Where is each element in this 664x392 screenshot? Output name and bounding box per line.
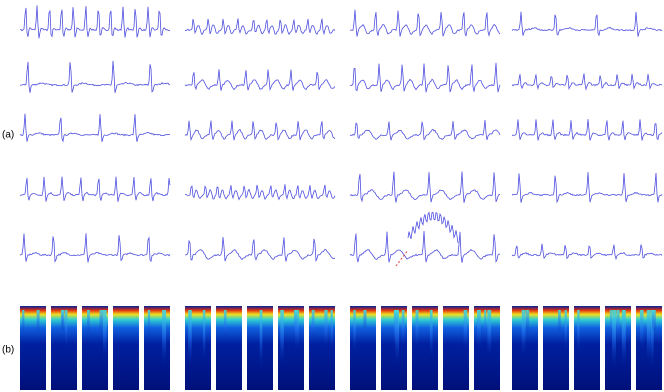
spectrogram-streak — [616, 310, 620, 343]
spectrogram-streak — [525, 310, 530, 333]
spectrogram-streak — [162, 310, 167, 366]
ecg-trace — [349, 171, 501, 203]
ecg-trace — [184, 69, 336, 91]
spectrogram-streak — [463, 310, 468, 352]
spectrogram — [113, 306, 139, 390]
spectrogram-streak — [324, 310, 328, 349]
spectrogram-streak — [147, 310, 151, 338]
spectrogram-streak — [487, 310, 492, 358]
spectrogram-streak — [223, 310, 227, 341]
ecg-trace — [19, 60, 171, 93]
spectrogram-streak — [415, 310, 419, 349]
spectrogram-streak — [612, 310, 616, 370]
ecg-trace — [184, 184, 336, 201]
panel-label: (b) — [2, 345, 14, 356]
spectrogram-streak — [259, 310, 263, 370]
spectrogram-streak — [61, 310, 65, 333]
ecg-trace — [20, 5, 171, 39]
panel-label: (a) — [2, 130, 14, 141]
spectrogram-streak — [621, 310, 626, 368]
spectrogram-streak — [652, 310, 656, 332]
ecg-trace — [511, 11, 663, 37]
spectrogram-streak — [394, 310, 399, 350]
ecg-trace — [349, 119, 501, 141]
spectrogram-streak — [330, 310, 333, 353]
ecg-trace — [19, 233, 171, 263]
ecg-trace — [349, 230, 501, 263]
spectrogram-streak — [102, 310, 107, 361]
spectrogram-streak — [564, 310, 567, 352]
spectrogram-streak — [280, 310, 284, 366]
zoom-inset — [407, 211, 459, 244]
spectrogram-streak — [36, 310, 40, 333]
spectrogram-streak — [558, 310, 561, 333]
ecg-trace — [184, 120, 336, 142]
spectrogram-streak — [609, 310, 612, 342]
spectrogram-streak — [65, 310, 68, 350]
spectrograms — [20, 306, 662, 390]
spectrogram-streak — [311, 310, 315, 342]
ecg-trace — [349, 9, 501, 37]
spectrogram-streak — [477, 310, 481, 350]
spectrogram-streak — [22, 310, 25, 333]
ecg-trace — [184, 18, 336, 36]
spectrogram-streak — [293, 310, 297, 344]
spectrogram-streak — [577, 310, 580, 354]
ecg-trace — [19, 176, 171, 202]
spectrogram-streak — [87, 310, 90, 335]
zoom-arrow — [395, 249, 409, 267]
spectrogram-streak — [484, 310, 487, 344]
ecg-traces — [19, 5, 663, 267]
spectrogram-streak — [202, 310, 206, 362]
ecg-trace — [511, 243, 663, 261]
ecg-trace — [511, 172, 663, 204]
ecg-trace — [19, 113, 170, 143]
spectrogram-streak — [646, 310, 651, 364]
ecg-trace — [184, 237, 336, 263]
spectrogram-streak — [295, 310, 300, 352]
spectrogram-streak — [363, 310, 367, 331]
spectrogram-streak — [639, 310, 644, 351]
spectrogram-streak — [521, 310, 526, 357]
spectrogram-streak — [188, 310, 192, 367]
spectrogram-streak — [353, 310, 356, 354]
spectrogram-streak — [650, 310, 654, 370]
spectrogram-streak — [401, 310, 405, 348]
ecg-trace — [511, 73, 663, 91]
ecg-trace — [511, 119, 663, 141]
spectrogram-streak — [99, 310, 104, 331]
spectrogram — [216, 306, 242, 390]
ecg-trace — [349, 62, 501, 93]
spectrogram-streak — [429, 310, 433, 359]
